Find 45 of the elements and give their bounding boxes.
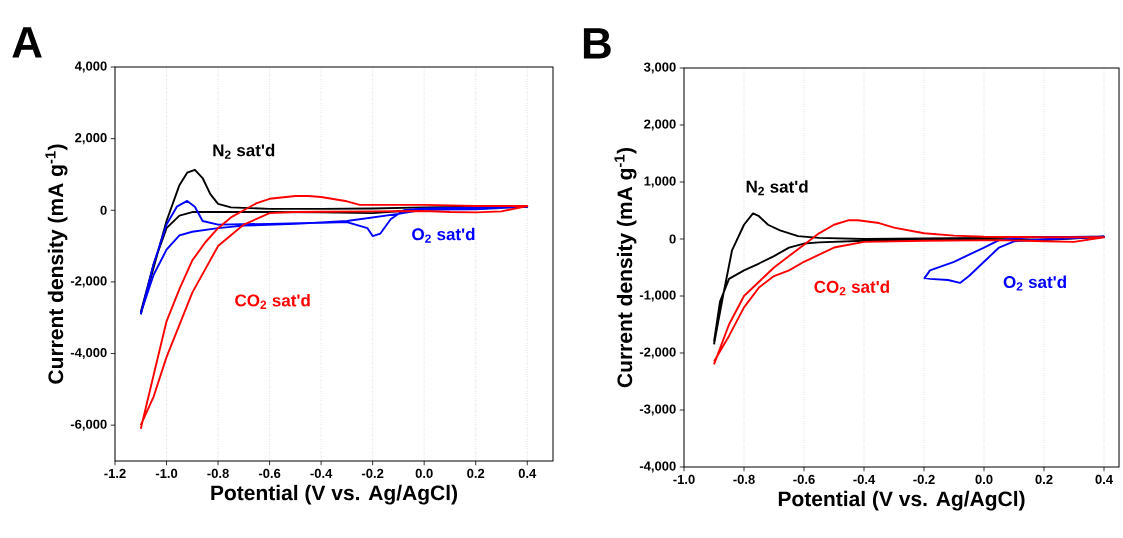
x-tick-label: 0.2 (1035, 474, 1053, 484)
y-tick-label: -6,000 (70, 419, 107, 431)
y-tick-label: 4,000 (74, 61, 107, 73)
x-tick-label: -0.6 (793, 474, 815, 484)
x-tick-label: -0.2 (913, 474, 935, 484)
series-label: N$_{2}$ sat'd (746, 180, 808, 196)
x-tick-label: 0.0 (975, 474, 993, 484)
x-tick-label: -0.4 (310, 468, 333, 478)
x-tick-label: -0.4 (853, 474, 876, 484)
y-tick-label: -4,000 (70, 347, 107, 360)
line-series (713, 219, 1105, 366)
series-label: O$_{2}$ sat'd (412, 227, 475, 243)
y-tick-label: -2,000 (639, 347, 676, 359)
x-axis-title: Potential (V vs. Ag/AgCl) (211, 484, 458, 505)
series-label: CO$_{2}$ sat'd (814, 280, 889, 296)
line-series (139, 200, 529, 316)
y-axis-title: Current density (mA g$^{-1}$) (45, 144, 68, 384)
y-tick-label: 1,000 (644, 176, 676, 188)
chart-title: B (583, 28, 611, 59)
y-axis-title: Current density (mA g$^{-1}$) (614, 148, 637, 388)
text: CO$_{2}$ sat'd (235, 293, 310, 309)
x-tick-label: -0.2 (361, 468, 384, 478)
y-tick-label: -1,000 (639, 290, 676, 302)
y-tick-label: -4,000 (639, 461, 676, 473)
y-tick-label: 3,000 (643, 62, 676, 74)
x-tick-label: -0.8 (733, 474, 755, 484)
y-tick-label: 0 (669, 234, 676, 244)
x-tick-label: 0.4 (1095, 474, 1113, 484)
y-tick-label: -3,000 (639, 404, 676, 416)
x-tick-label: -1.2 (104, 468, 126, 478)
x-tick-label: -1.0 (155, 468, 178, 478)
x-tick-label: -0.8 (207, 468, 229, 478)
y-tick-label: 2,000 (75, 133, 107, 145)
series-label: N$_{2}$ sat'd (213, 143, 275, 159)
y-tick-label: 2,000 (644, 119, 676, 131)
x-axis-title: Potential (V vs. Ag/AgCl) (778, 490, 1025, 511)
x-tick-label: 0.0 (415, 468, 433, 478)
chart-title: A (12, 27, 42, 58)
series-label: O$_{2}$ sat'd (1003, 275, 1066, 291)
y-tick-label: -2,000 (70, 276, 107, 288)
x-tick-label: -0.6 (258, 468, 281, 478)
x-tick-label: 0.2 (467, 468, 485, 478)
x-tick-label: 0.4 (518, 468, 537, 478)
y-tick-label: 0 (100, 205, 107, 215)
x-tick-label: -1.0 (673, 474, 695, 484)
